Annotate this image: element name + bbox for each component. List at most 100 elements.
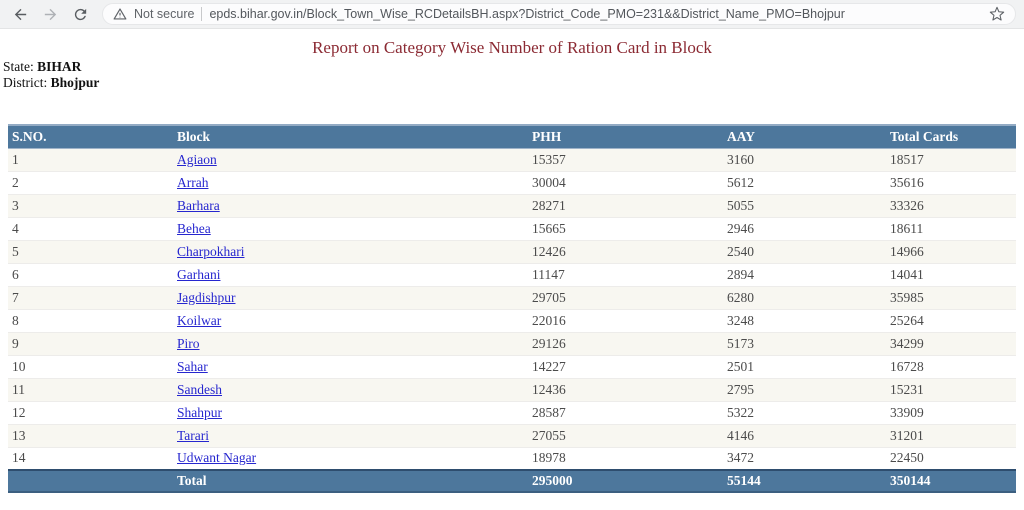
- cell-block: Garhani: [173, 263, 528, 287]
- back-icon[interactable]: [8, 2, 32, 26]
- cell-sno: 12: [8, 401, 173, 425]
- forward-icon[interactable]: [38, 2, 62, 26]
- cell-aay: 5055: [723, 194, 886, 218]
- cell-total: 22450: [886, 447, 1016, 471]
- cell-block: Piro: [173, 332, 528, 356]
- table-row: 5 Charpokhari 12426 2540 14966: [8, 240, 1016, 264]
- cell-total: 18611: [886, 217, 1016, 241]
- cell-block: Barhara: [173, 194, 528, 218]
- cell-phh: 30004: [528, 171, 723, 195]
- state-line: State: BIHAR: [3, 59, 1024, 75]
- block-link[interactable]: Garhani: [177, 266, 221, 282]
- footer-total-label: Total: [173, 469, 528, 493]
- cell-aay: 2946: [723, 217, 886, 241]
- cell-block: Sahar: [173, 355, 528, 379]
- bookmark-star-icon[interactable]: [989, 6, 1005, 22]
- cell-total: 14041: [886, 263, 1016, 287]
- cell-sno: 7: [8, 286, 173, 310]
- footer-empty-cell: [8, 469, 173, 493]
- table-row: 4 Behea 15665 2946 18611: [8, 217, 1016, 241]
- ration-card-table: S.NO. Block PHH AAY Total Cards 1 Agiaon…: [8, 124, 1016, 493]
- header-block: Block: [173, 124, 528, 149]
- table-row: 7 Jagdishpur 29705 6280 35985: [8, 286, 1016, 310]
- cell-aay: 5612: [723, 171, 886, 195]
- cell-sno: 9: [8, 332, 173, 356]
- cell-aay: 2540: [723, 240, 886, 264]
- block-link[interactable]: Tarari: [177, 427, 210, 443]
- block-link[interactable]: Barhara: [177, 197, 220, 213]
- footer-phh-total: 295000: [528, 469, 723, 493]
- block-link[interactable]: Shahpur: [177, 404, 222, 420]
- block-link[interactable]: Piro: [177, 335, 200, 351]
- cell-phh: 29705: [528, 286, 723, 310]
- state-label: State:: [3, 59, 34, 74]
- cell-block: Udwant Nagar: [173, 447, 528, 471]
- district-line: District: Bhojpur: [3, 75, 1024, 91]
- state-value: BIHAR: [37, 59, 82, 74]
- cell-sno: 2: [8, 171, 173, 195]
- cell-phh: 18978: [528, 447, 723, 471]
- cell-sno: 11: [8, 378, 173, 402]
- page-title: Report on Category Wise Number of Ration…: [312, 38, 712, 57]
- block-link[interactable]: Sahar: [177, 358, 208, 374]
- cell-aay: 5173: [723, 332, 886, 356]
- table-row: 14 Udwant Nagar 18978 3472 22450: [8, 447, 1016, 471]
- table-footer: Total 295000 55144 350144: [8, 469, 1016, 493]
- cell-block: Koilwar: [173, 309, 528, 333]
- cell-aay: 3160: [723, 148, 886, 172]
- cell-block: Behea: [173, 217, 528, 241]
- cell-phh: 22016: [528, 309, 723, 333]
- cell-total: 33326: [886, 194, 1016, 218]
- cell-sno: 6: [8, 263, 173, 287]
- cell-total: 33909: [886, 401, 1016, 425]
- url-divider: [201, 7, 203, 21]
- cell-total: 34299: [886, 332, 1016, 356]
- header-phh: PHH: [528, 124, 723, 149]
- reload-icon[interactable]: [68, 2, 92, 26]
- cell-sno: 3: [8, 194, 173, 218]
- cell-total: 35616: [886, 171, 1016, 195]
- district-label: District:: [3, 75, 48, 90]
- table-header: S.NO. Block PHH AAY Total Cards: [8, 124, 1016, 149]
- header-total-cards: Total Cards: [886, 124, 1016, 149]
- cell-aay: 2795: [723, 378, 886, 402]
- block-link[interactable]: Charpokhari: [177, 243, 245, 259]
- table-row: 3 Barhara 28271 5055 33326: [8, 194, 1016, 218]
- footer-aay-total: 55144: [723, 469, 886, 493]
- block-link[interactable]: Koilwar: [177, 312, 222, 328]
- table-row: 13 Tarari 27055 4146 31201: [8, 424, 1016, 448]
- cell-phh: 12436: [528, 378, 723, 402]
- block-link[interactable]: Behea: [177, 220, 211, 236]
- cell-sno: 4: [8, 217, 173, 241]
- cell-phh: 27055: [528, 424, 723, 448]
- header-sno: S.NO.: [8, 124, 173, 149]
- block-link[interactable]: Udwant Nagar: [177, 450, 257, 466]
- block-link[interactable]: Agiaon: [177, 151, 217, 167]
- browser-toolbar: Not secure epds.bihar.gov.in/Block_Town_…: [0, 0, 1024, 29]
- header-aay: AAY: [723, 124, 886, 149]
- cell-sno: 5: [8, 240, 173, 264]
- cell-phh: 14227: [528, 355, 723, 379]
- cell-sno: 10: [8, 355, 173, 379]
- footer-grand-total: 350144: [886, 469, 1016, 493]
- block-link[interactable]: Sandesh: [177, 381, 222, 397]
- cell-block: Sandesh: [173, 378, 528, 402]
- cell-sno: 1: [8, 148, 173, 172]
- url-text[interactable]: epds.bihar.gov.in/Block_Town_Wise_RCDeta…: [209, 7, 845, 21]
- table-row: 11 Sandesh 12436 2795 15231: [8, 378, 1016, 402]
- cell-total: 31201: [886, 424, 1016, 448]
- cell-aay: 6280: [723, 286, 886, 310]
- block-link[interactable]: Arrah: [177, 174, 209, 190]
- cell-block: Arrah: [173, 171, 528, 195]
- cell-block: Charpokhari: [173, 240, 528, 264]
- cell-sno: 13: [8, 424, 173, 448]
- cell-total: 15231: [886, 378, 1016, 402]
- address-bar[interactable]: Not secure epds.bihar.gov.in/Block_Town_…: [102, 3, 1016, 25]
- report-page: Report on Category Wise Number of Ration…: [0, 38, 1024, 510]
- block-link[interactable]: Jagdishpur: [177, 289, 236, 305]
- cell-phh: 28271: [528, 194, 723, 218]
- table-body: 1 Agiaon 15357 3160 18517 2 Arrah 30004 …: [8, 148, 1016, 471]
- cell-block: Tarari: [173, 424, 528, 448]
- cell-sno: 14: [8, 447, 173, 471]
- cell-aay: 5322: [723, 401, 886, 425]
